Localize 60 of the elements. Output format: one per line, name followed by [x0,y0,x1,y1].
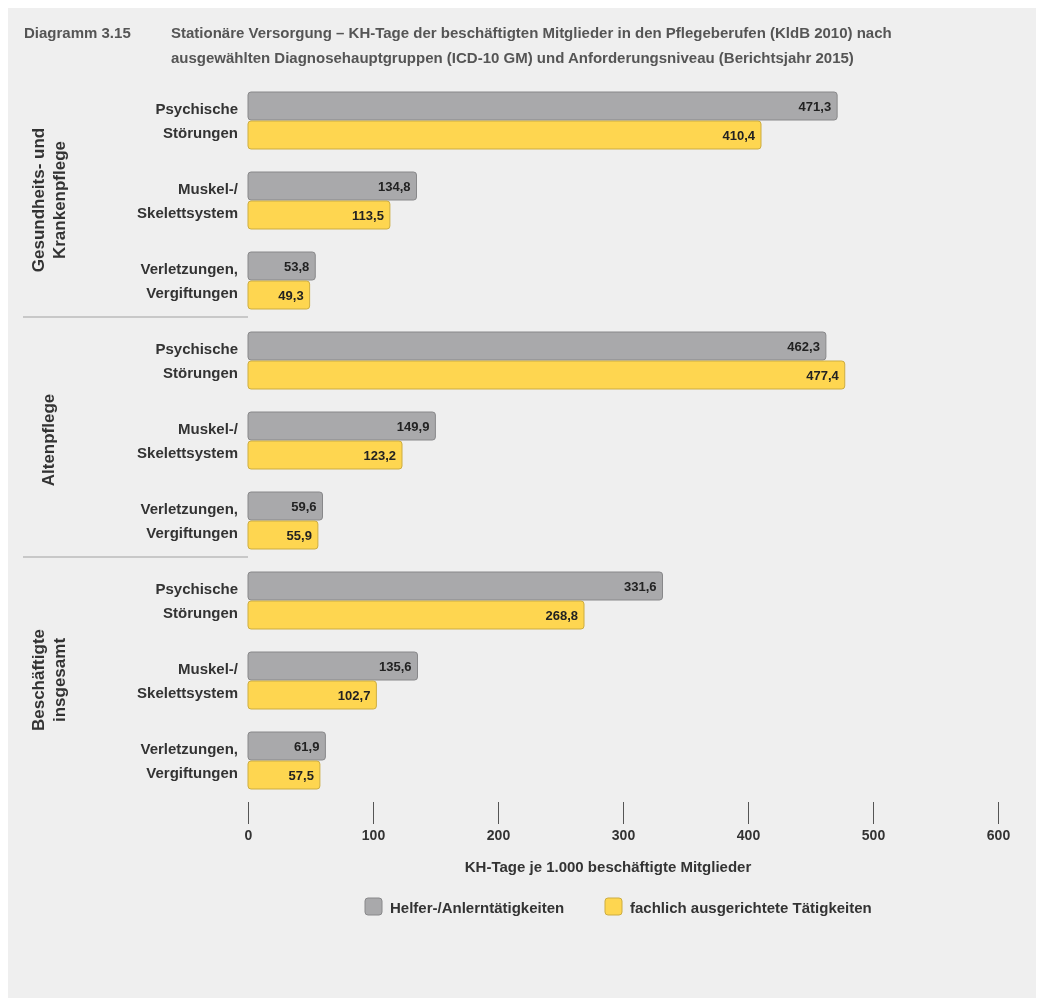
y-tick-label: Verletzungen, Vergiftungen [140,260,238,301]
data-label: 59,6 [291,499,317,514]
data-label: 331,6 [623,579,657,594]
data-label: 134,8 [377,179,411,194]
x-tick-label: 0 [244,826,253,843]
x-axis-title: KH-Tage je 1.000 beschäftigte Mitglieder [464,858,752,875]
bar [247,251,316,281]
data-label: 462,3 [787,339,820,354]
chart-title: Stationäre Versorgung – KH-Tage der beschäftigten Mitglieder in den Pflegeberufen (KldB 2010) nach ausgewählten Diagnosehauptgruppen (ICD-10 GM) und Anforderungsniveau (Berichtsjahr 2015) [171,24,892,66]
text: Diagramm 3.15 [24,24,131,41]
data-label: 49,3 [278,288,304,303]
data-label: 102,7 [337,688,371,703]
data-label: 410,4 [722,128,756,143]
bar [247,731,326,761]
bar [247,491,323,521]
legend-label: Helfer-/Anlerntätigkeiten [390,899,565,916]
data-label: 61,9 [294,739,320,754]
y-tick-label: Muskel-/Skelettsystem [137,660,239,701]
x-tick-label: 500 [861,826,886,843]
bar [247,651,418,681]
bar [247,200,391,230]
bar [247,760,321,790]
y-axis-title: Gesundheits- und Krankenpflege [28,127,69,273]
data-label: 53,8 [283,259,310,274]
x-tick-label: 300 [611,826,636,843]
bar [247,360,846,390]
y-tick-label: Psychische Störungen [155,580,238,621]
x-tick-label: 200 [486,826,511,843]
y-axis-title: Beschäftigte insgesamt [28,628,69,732]
data-label: 477,4 [806,368,840,383]
data-label: 471,3 [798,99,832,114]
data-label: 57,5 [288,768,314,783]
data-label: 123,2 [363,448,396,463]
bar [247,91,838,121]
bar [247,680,377,710]
y-tick-label: Muskel-/Skelettsystem [137,180,239,221]
y-tick-label: Psychische Störungen [155,100,238,141]
data-label: 268,8 [545,608,578,623]
y-tick-label: Muskel-/Skelettsystem [137,420,239,461]
data-label: 55,9 [286,528,312,543]
bar [247,411,436,441]
legend-label: fachlich ausgerichtete Tätigkeiten [630,899,872,916]
y-tick-label: Verletzungen, Vergiftungen [140,500,238,541]
bar [247,600,585,630]
data-label: 113,5 [352,208,384,223]
bar [247,571,663,601]
x-tick-label: 400 [736,826,761,843]
data-label: 149,9 [396,419,430,434]
data-label: 135,6 [378,659,412,674]
bar [247,331,827,361]
y-tick-label: Verletzungen, Vergiftungen [140,740,238,781]
y-axis-title: Altenpflege [39,393,58,487]
x-tick-label: 600 [986,826,1011,843]
bar [247,171,417,201]
x-tick-label: 100 [361,826,386,843]
bar [247,520,319,550]
bar [247,440,403,470]
bar [247,280,311,310]
y-tick-label: Psychische Störungen [155,340,238,381]
bar [247,120,762,150]
